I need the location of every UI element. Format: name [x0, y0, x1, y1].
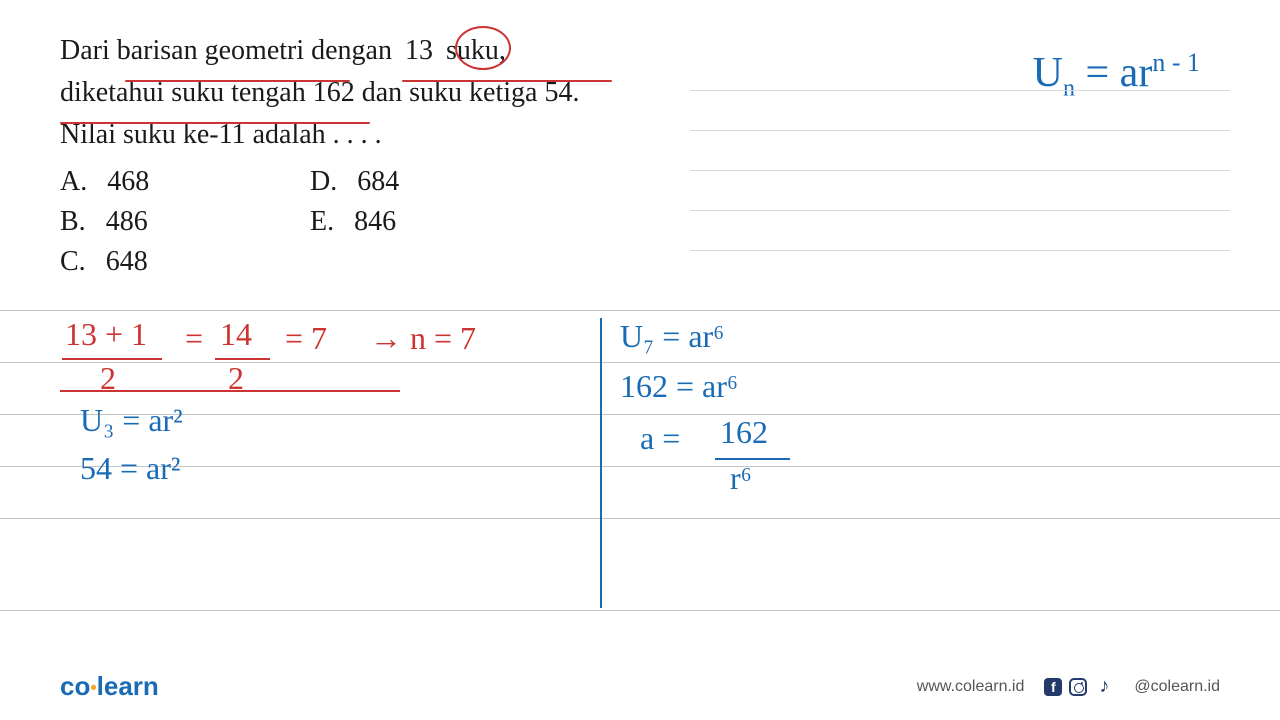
red-underline-1	[125, 80, 350, 82]
work-blue-54: 54 = ar²	[80, 450, 181, 487]
work-blue-frac-den: r⁶	[730, 460, 752, 497]
red-underline-3	[60, 122, 370, 124]
option-a: A. 468	[60, 166, 310, 198]
tiktok-icon: ♪	[1094, 677, 1114, 697]
q-line1-b: 13	[399, 35, 439, 66]
frac-line-3	[715, 458, 790, 460]
facebook-icon: f	[1044, 678, 1062, 696]
option-e: E. 846	[310, 206, 560, 238]
red-work-underline	[60, 390, 400, 392]
social-icons: f ♪	[1044, 677, 1114, 697]
footer: co•learn www.colearn.id f ♪ @colearn.id	[0, 671, 1280, 702]
work-blue-u3: U₃ = ar²	[80, 402, 183, 439]
work-blue-frac-num: 162	[720, 414, 768, 451]
option-b: B. 486	[60, 206, 310, 238]
work-red-numerator: 13 + 1	[65, 316, 147, 353]
red-underline-2	[402, 80, 612, 82]
logo: co•learn	[60, 671, 159, 702]
work-blue-a-eq: a =	[640, 420, 680, 457]
footer-handle: @colearn.id	[1134, 678, 1220, 696]
work-red-result: → n = 7	[370, 320, 476, 357]
q-line1-a: Dari barisan geometri dengan	[60, 35, 392, 66]
q-line2: diketahui suku tengah 162 dan suku ketig…	[60, 72, 579, 114]
option-c: C. 648	[60, 246, 310, 278]
instagram-icon	[1068, 677, 1088, 697]
work-red-num2: 14	[220, 316, 252, 353]
footer-url: www.colearn.id	[917, 678, 1025, 696]
footer-right: www.colearn.id f ♪ @colearn.id	[917, 677, 1220, 697]
q-line1-c: suku,	[446, 35, 506, 66]
vertical-divider	[600, 318, 602, 608]
work-blue-u7: U₇ = ar⁶	[620, 318, 724, 355]
work-red-eq2: = 7	[285, 320, 327, 357]
work-blue-162: 162 = ar⁶	[620, 368, 738, 405]
option-d: D. 684	[310, 166, 560, 198]
q-line3: Nilai suku ke-11 adalah . . . .	[60, 114, 382, 156]
work-red-eq1: =	[185, 320, 203, 357]
notebook-thin-lines	[690, 90, 1230, 290]
